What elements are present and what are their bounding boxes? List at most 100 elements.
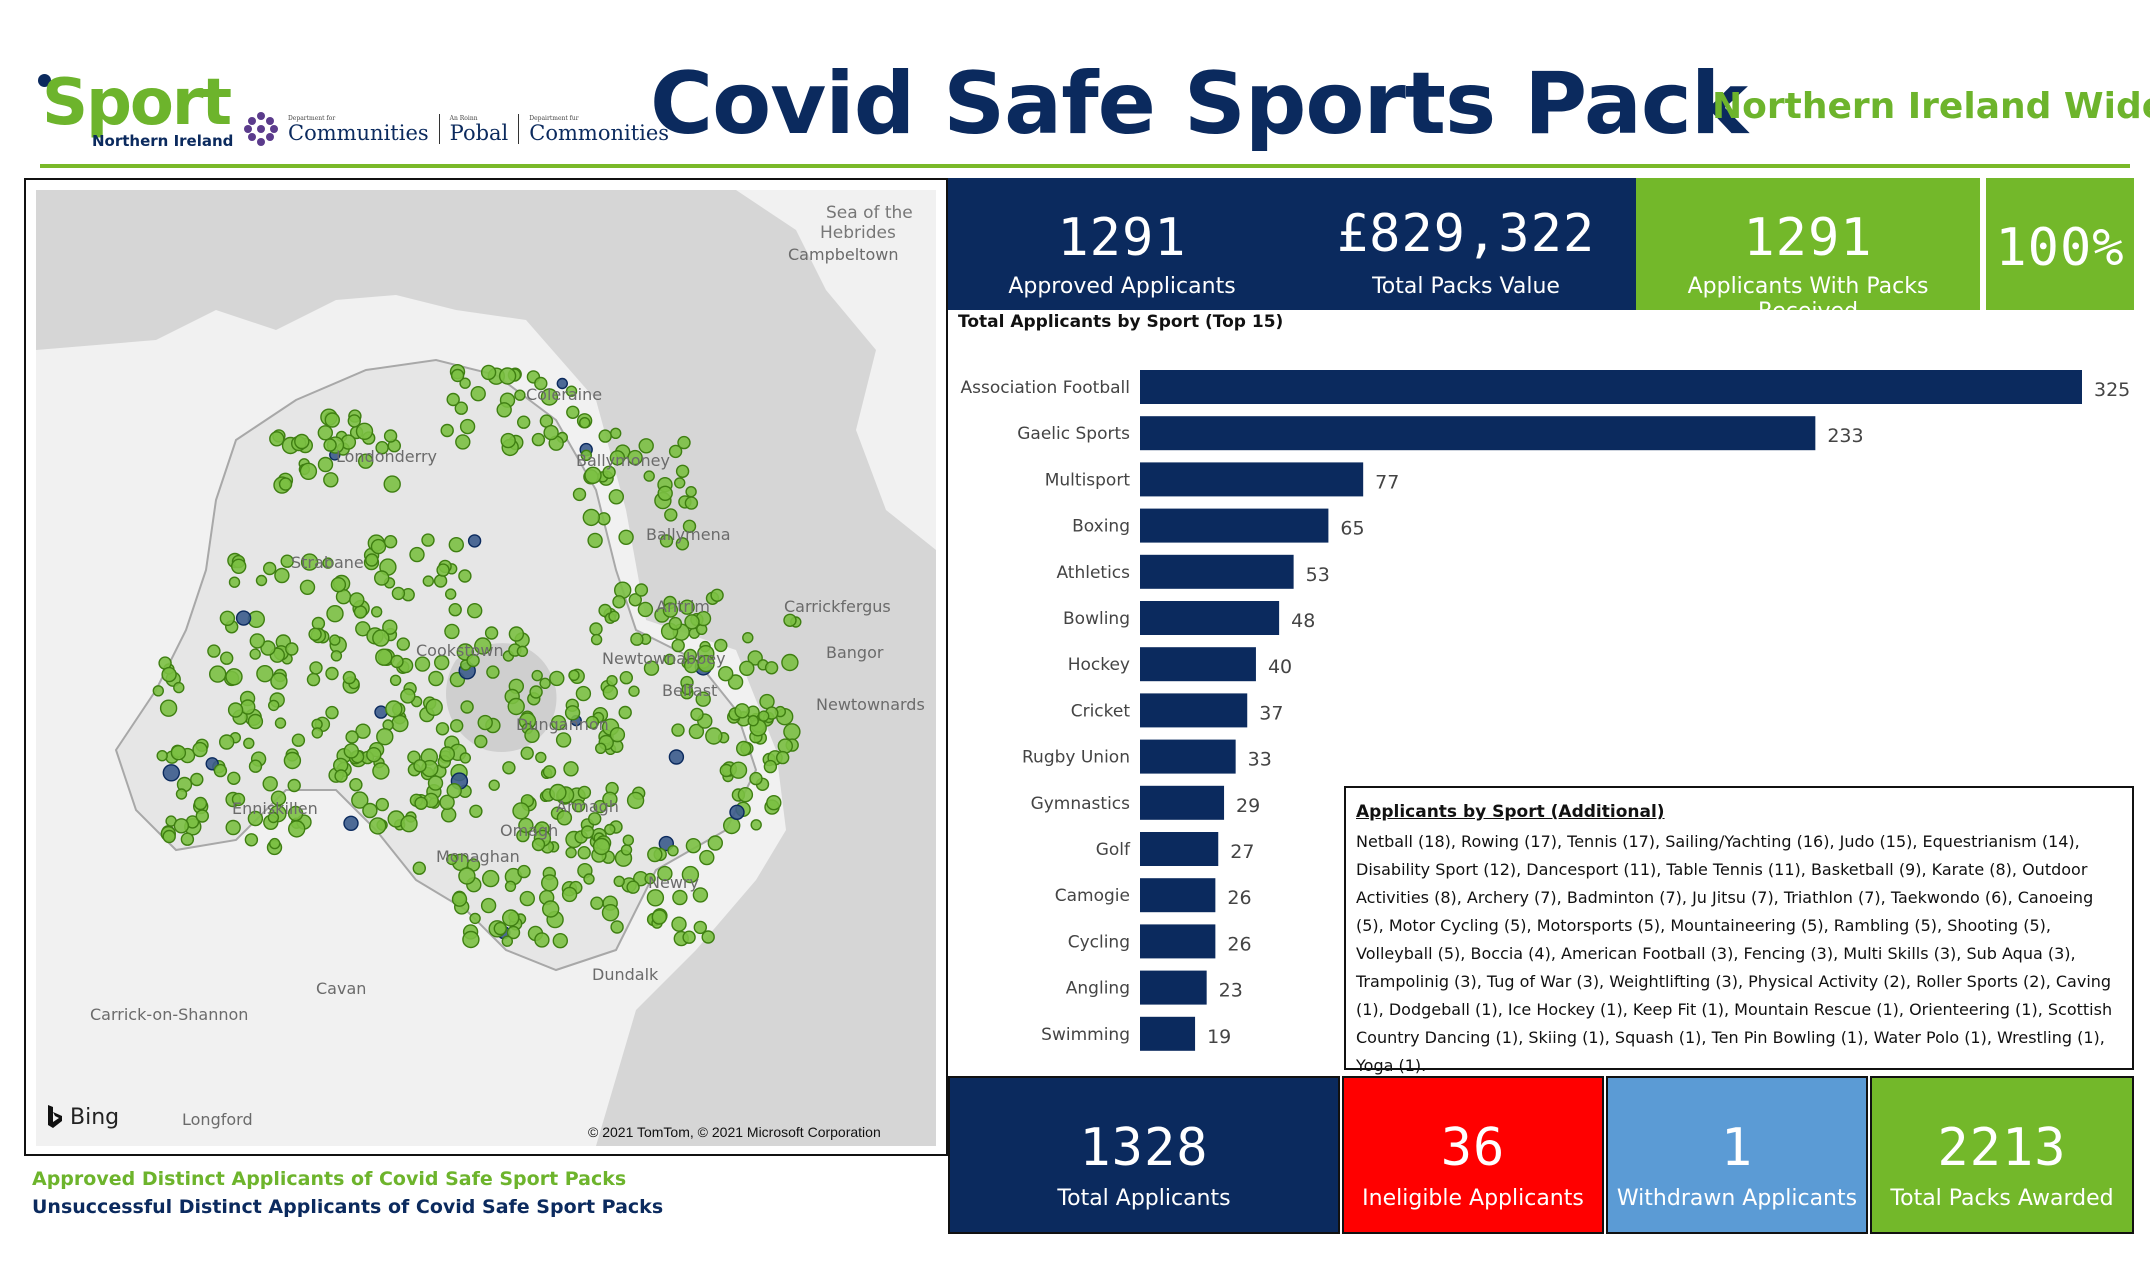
approved-applicant-marker[interactable]	[555, 732, 572, 748]
approved-applicant-marker[interactable]	[637, 601, 654, 618]
approved-applicant-marker[interactable]	[248, 759, 263, 773]
approved-applicant-marker[interactable]	[671, 916, 687, 932]
approved-applicant-marker[interactable]	[535, 751, 547, 764]
approved-applicant-marker[interactable]	[306, 672, 321, 687]
approved-applicant-marker[interactable]	[747, 715, 759, 727]
approved-applicant-marker[interactable]	[524, 727, 540, 743]
approved-applicant-marker[interactable]	[627, 449, 643, 466]
approved-applicant-marker[interactable]	[162, 829, 176, 844]
approved-applicant-marker[interactable]	[225, 668, 243, 686]
approved-applicant-marker[interactable]	[684, 496, 699, 510]
approved-applicant-marker[interactable]	[193, 796, 208, 811]
approved-applicant-marker[interactable]	[568, 669, 580, 681]
approved-applicant-marker[interactable]	[622, 834, 634, 846]
approved-applicant-marker[interactable]	[514, 389, 526, 401]
approved-applicant-marker[interactable]	[506, 925, 521, 940]
approved-applicant-marker[interactable]	[657, 485, 673, 501]
approved-applicant-marker[interactable]	[244, 833, 259, 847]
approved-applicant-marker[interactable]	[175, 788, 188, 800]
approved-applicant-marker[interactable]	[540, 388, 559, 406]
approved-applicant-marker[interactable]	[638, 438, 654, 454]
approved-applicant-marker[interactable]	[681, 683, 693, 695]
approved-applicant-marker[interactable]	[446, 783, 462, 799]
approved-applicant-marker[interactable]	[564, 705, 581, 721]
approved-applicant-marker[interactable]	[309, 661, 323, 675]
approved-applicant-marker[interactable]	[651, 909, 667, 925]
approved-applicant-marker[interactable]	[575, 685, 592, 702]
approved-applicant-marker[interactable]	[583, 873, 595, 885]
approved-applicant-marker[interactable]	[685, 838, 702, 854]
approved-applicant-marker[interactable]	[612, 595, 626, 609]
approved-applicant-marker[interactable]	[280, 554, 294, 568]
unsuccessful-applicant-marker[interactable]	[467, 534, 482, 548]
approved-applicant-marker[interactable]	[375, 797, 389, 812]
approved-applicant-marker[interactable]	[671, 638, 685, 653]
approved-applicant-marker[interactable]	[729, 761, 748, 779]
approved-applicant-marker[interactable]	[389, 674, 402, 686]
approved-applicant-marker[interactable]	[776, 750, 790, 765]
approved-applicant-marker[interactable]	[249, 648, 261, 660]
unsuccessful-applicant-marker[interactable]	[729, 804, 745, 820]
approved-applicant-marker[interactable]	[365, 553, 379, 567]
approved-applicant-marker[interactable]	[299, 462, 318, 480]
approved-applicant-marker[interactable]	[288, 820, 306, 838]
approved-applicant-marker[interactable]	[414, 796, 428, 810]
approved-applicant-marker[interactable]	[269, 431, 285, 447]
approved-applicant-marker[interactable]	[317, 456, 334, 473]
approved-applicant-marker[interactable]	[608, 610, 620, 622]
approved-applicant-marker[interactable]	[459, 752, 471, 764]
approved-applicant-marker[interactable]	[664, 508, 678, 522]
approved-applicant-marker[interactable]	[675, 537, 690, 551]
approved-applicant-marker[interactable]	[247, 810, 264, 827]
chart-bar[interactable]	[1140, 785, 1225, 820]
approved-applicant-marker[interactable]	[783, 723, 801, 741]
approved-applicant-marker[interactable]	[330, 650, 343, 662]
approved-applicant-marker[interactable]	[227, 702, 244, 718]
approved-applicant-marker[interactable]	[469, 912, 481, 925]
approved-applicant-marker[interactable]	[260, 640, 276, 656]
approved-applicant-marker[interactable]	[682, 519, 697, 533]
approved-applicant-marker[interactable]	[294, 433, 310, 450]
approved-applicant-marker[interactable]	[549, 783, 567, 802]
approved-applicant-marker[interactable]	[579, 416, 591, 429]
approved-applicant-marker[interactable]	[595, 742, 607, 754]
approved-applicant-marker[interactable]	[486, 665, 500, 679]
approved-applicant-marker[interactable]	[601, 904, 620, 922]
approved-applicant-marker[interactable]	[593, 799, 607, 814]
approved-applicant-marker[interactable]	[577, 846, 591, 860]
approved-applicant-marker[interactable]	[697, 654, 715, 673]
approved-applicant-marker[interactable]	[436, 563, 450, 577]
approved-applicant-marker[interactable]	[173, 818, 190, 834]
approved-applicant-marker[interactable]	[739, 660, 755, 676]
approved-applicant-marker[interactable]	[460, 700, 474, 714]
approved-applicant-marker[interactable]	[353, 605, 368, 619]
approved-applicant-marker[interactable]	[626, 880, 640, 894]
approved-applicant-marker[interactable]	[323, 472, 339, 488]
approved-applicant-marker[interactable]	[630, 632, 644, 646]
approved-applicant-marker[interactable]	[620, 844, 633, 856]
approved-applicant-marker[interactable]	[609, 450, 626, 466]
approved-applicant-marker[interactable]	[737, 787, 754, 803]
approved-applicant-marker[interactable]	[317, 425, 333, 441]
approved-applicant-marker[interactable]	[710, 588, 724, 602]
approved-applicant-marker[interactable]	[549, 670, 565, 687]
approved-applicant-marker[interactable]	[671, 723, 685, 737]
approved-applicant-marker[interactable]	[425, 698, 443, 716]
approved-applicant-marker[interactable]	[668, 444, 683, 459]
approved-applicant-marker[interactable]	[749, 771, 763, 786]
approved-applicant-marker[interactable]	[325, 666, 339, 681]
approved-applicant-marker[interactable]	[459, 418, 476, 435]
approved-applicant-marker[interactable]	[161, 666, 177, 683]
chart-bar[interactable]	[1140, 508, 1329, 543]
approved-applicant-marker[interactable]	[439, 746, 455, 762]
approved-applicant-marker[interactable]	[690, 707, 704, 722]
approved-applicant-marker[interactable]	[448, 537, 464, 553]
approved-applicant-marker[interactable]	[517, 415, 531, 429]
approved-applicant-marker[interactable]	[602, 684, 618, 700]
approved-applicant-marker[interactable]	[677, 435, 691, 450]
approved-applicant-marker[interactable]	[308, 627, 322, 641]
unsuccessful-applicant-marker[interactable]	[668, 749, 685, 765]
approved-applicant-marker[interactable]	[374, 570, 390, 586]
approved-applicant-marker[interactable]	[207, 644, 221, 658]
approved-applicant-marker[interactable]	[571, 799, 586, 813]
